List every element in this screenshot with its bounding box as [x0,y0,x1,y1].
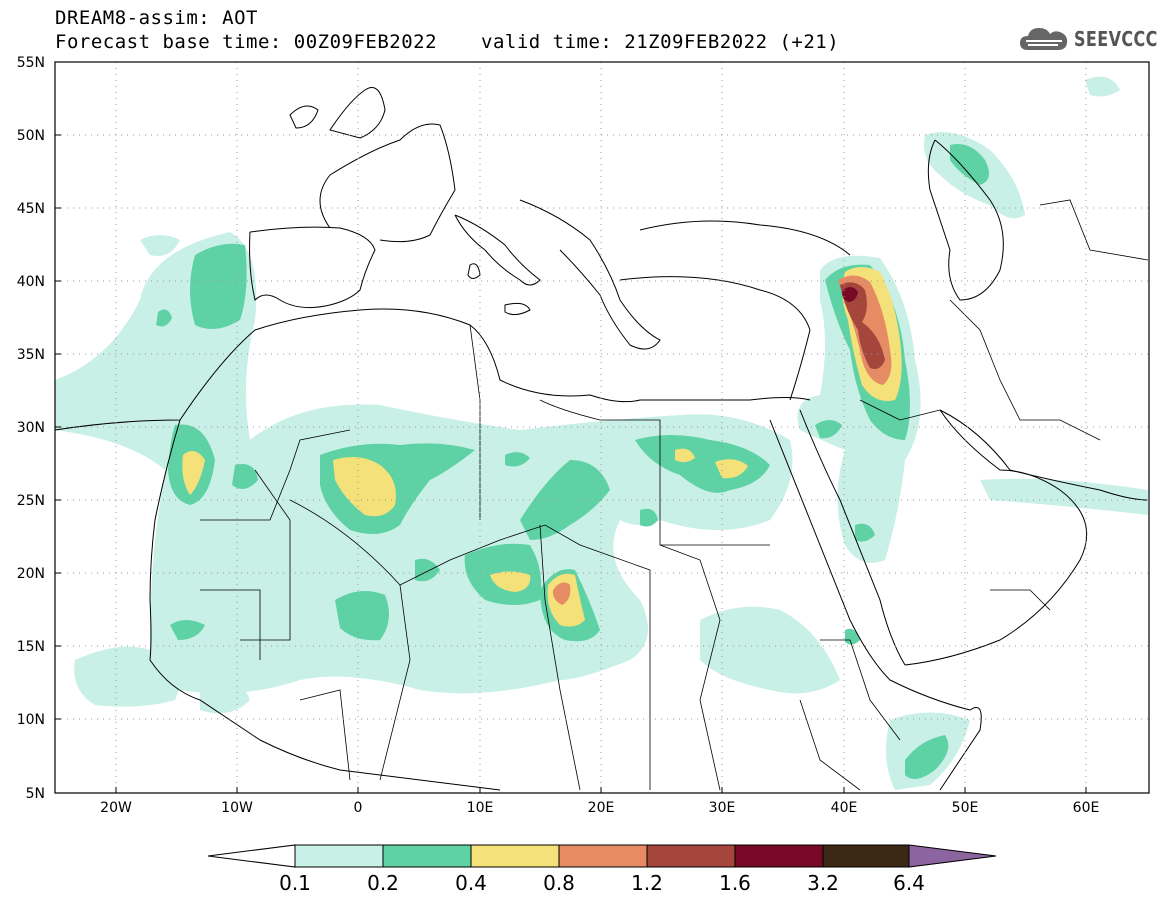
aot-level-0.1 [55,76,1148,790]
cloud-icon [1020,28,1068,50]
lon-label: 50E [952,800,979,816]
colorbar-label: 0.2 [367,871,399,895]
lon-axis: 20W 10W 0 10E 20E 30E 40E 50E 60E [100,787,1099,816]
colorbar: 0.1 0.2 0.4 0.8 1.2 1.6 3.2 6.4 [207,844,997,895]
lon-label: 20E [588,800,615,816]
lat-label: 45N [17,201,45,217]
map-title: DREAM8-assim: AOT [55,7,258,29]
aot-level-1.6 [842,286,858,302]
valid-time: valid time: 21Z09FEB2022 (+21) [481,31,840,53]
lon-label: 30E [709,800,736,816]
gridlines [55,62,1149,793]
colorbar-swatch [646,844,736,868]
lon-label: 60E [1073,800,1100,816]
lat-label: 15N [17,639,45,655]
lon-label: 20W [100,800,132,816]
lon-label: 0 [354,800,363,816]
colorbar-label: 3.2 [807,871,839,895]
colorbar-min-arrow [207,844,296,868]
lat-label: 5N [26,786,45,802]
lon-label: 10E [467,800,494,816]
lat-label: 20N [17,566,45,582]
colorbar-label: 1.6 [719,871,751,895]
lat-axis: 55N 50N 45N 40N 35N 30N 25N 20N 15N 10N … [17,55,61,802]
colorbar-label: 0.4 [455,871,487,895]
colorbar-max-arrow [908,844,997,868]
coastlines [55,87,1149,791]
lat-label: 10N [17,712,45,728]
colorbar-swatch [734,844,824,868]
lat-label: 35N [17,347,45,363]
colorbar-swatch [558,844,648,868]
forecast-base-time: Forecast base time: 00Z09FEB2022 [55,31,438,53]
colorbar-label: 6.4 [893,871,925,895]
colorbar-swatch [470,844,560,868]
lat-label: 25N [17,493,45,509]
logo-text: SEEVCCC [1074,27,1158,51]
country-borders [200,199,1149,791]
seevccc-logo: SEEVCCC [1018,22,1165,56]
lon-label: 40E [831,800,858,816]
lat-label: 40N [17,274,45,290]
colorbar-label: 0.8 [543,871,575,895]
colorbar-swatch [382,844,472,868]
aot-level-1.2 [840,282,885,369]
lat-label: 30N [17,420,45,436]
lon-label: 10W [221,800,253,816]
colorbar-swatch [294,844,384,868]
colorbar-swatch [822,844,910,868]
aot-field [55,76,1148,790]
lat-label: 55N [17,55,45,71]
colorbar-label: 0.1 [279,871,311,895]
lat-label: 50N [17,128,45,144]
colorbar-label: 1.2 [631,871,663,895]
